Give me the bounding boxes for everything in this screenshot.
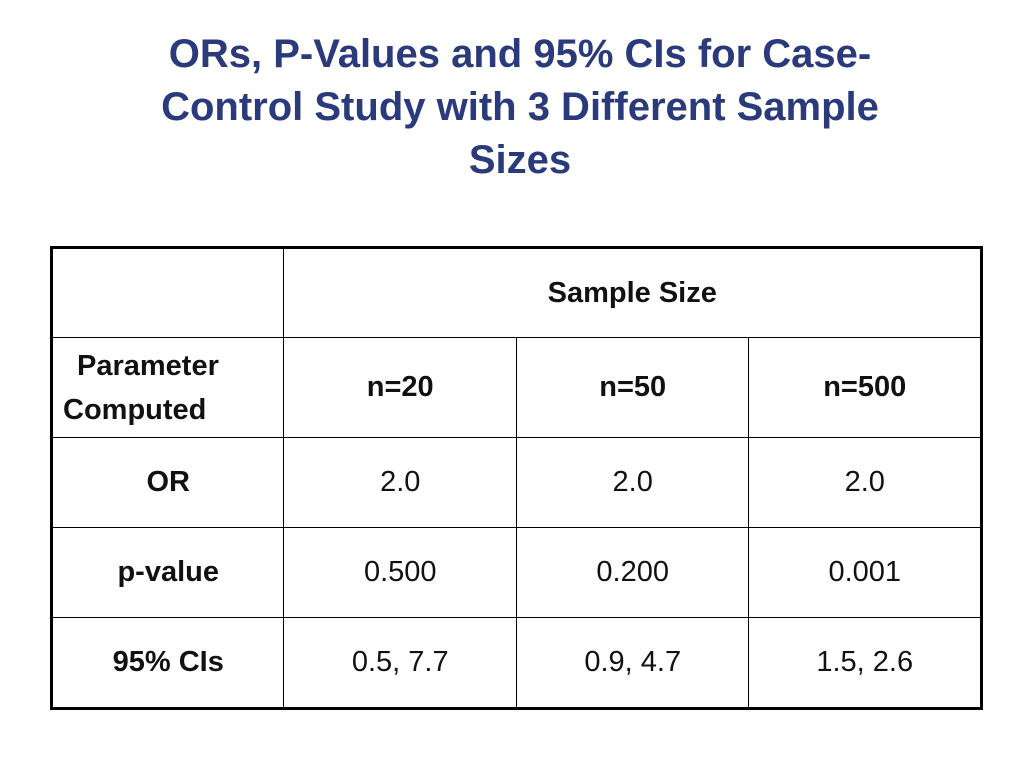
table-column-header-row: Parameter Computed n=20 n=50 n=500 bbox=[50, 337, 982, 438]
sample-size-header: Sample Size bbox=[283, 247, 982, 338]
table-cell: 0.500 bbox=[283, 527, 517, 618]
title-line: Control Study with 3 Different Sample bbox=[161, 85, 879, 129]
empty-corner-cell bbox=[50, 247, 285, 338]
table-cell: 2.0 bbox=[515, 437, 750, 528]
title-line: Sizes bbox=[468, 138, 572, 182]
column-header-n50: n=50 bbox=[515, 337, 750, 438]
results-table: Sample Size Parameter Computed n=20 n=50… bbox=[50, 246, 983, 710]
table-cell: 0.200 bbox=[515, 527, 750, 618]
row-label: 95% CIs bbox=[50, 617, 285, 709]
table-cell: 1.5, 2.6 bbox=[748, 617, 982, 709]
table-cell: 2.0 bbox=[283, 437, 517, 528]
table-cell: 0.001 bbox=[748, 527, 982, 618]
table-cell: 2.0 bbox=[748, 437, 982, 528]
column-header-n500: n=500 bbox=[748, 337, 982, 438]
table-row: OR 2.0 2.0 2.0 bbox=[50, 437, 982, 528]
row-label: OR bbox=[50, 437, 285, 528]
row-label: p-value bbox=[50, 527, 285, 618]
table-row: p-value 0.500 0.200 0.001 bbox=[50, 527, 982, 618]
column-header-n20: n=20 bbox=[283, 337, 517, 438]
parameter-header: Parameter Computed bbox=[50, 337, 285, 438]
slide-title: ORs, P-Values and 95% CIs for Case- Cont… bbox=[60, 28, 980, 187]
table-header-row: Sample Size bbox=[50, 247, 982, 338]
table-cell: 0.9, 4.7 bbox=[515, 617, 750, 709]
parameter-header-line: Parameter bbox=[77, 349, 219, 382]
table-cell: 0.5, 7.7 bbox=[283, 617, 517, 709]
table-row: 95% CIs 0.5, 7.7 0.9, 4.7 1.5, 2.6 bbox=[50, 617, 982, 709]
title-line: ORs, P-Values and 95% CIs for Case- bbox=[168, 32, 872, 76]
parameter-header-line: Computed bbox=[63, 393, 207, 426]
